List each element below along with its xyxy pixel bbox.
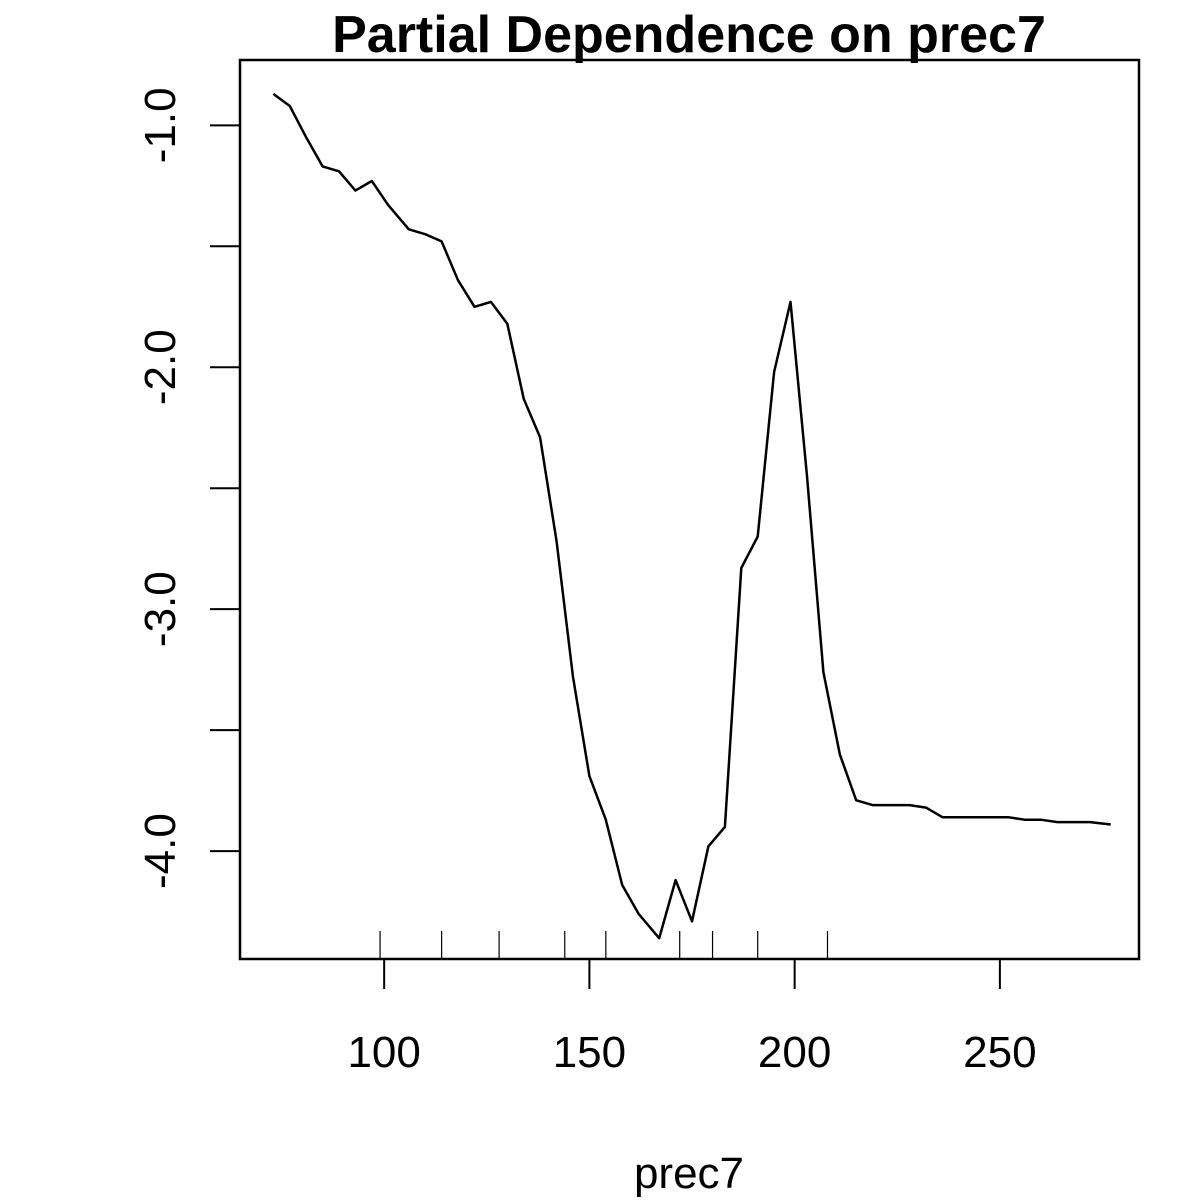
series-group: [272, 92, 1111, 940]
plot-frame: [238, 58, 1141, 961]
x-tick-label: 250: [963, 1028, 1036, 1077]
x-tick-label: 100: [347, 1028, 420, 1077]
y-tick-label: -2.0: [136, 329, 185, 405]
x-axis: 100 150 200 250: [347, 958, 1037, 1077]
x-axis-label: prec7: [634, 1149, 744, 1198]
chart-title: Partial Dependence on prec7: [332, 6, 1046, 64]
y-axis: -1.0 -2.0 -3.0 -4.0: [136, 87, 241, 889]
x-tick-label: 200: [758, 1028, 831, 1077]
rug-ticks: [379, 931, 829, 959]
x-tick-label: 150: [553, 1028, 626, 1077]
series-line: [272, 92, 1111, 940]
y-tick-label: -4.0: [136, 813, 185, 889]
y-tick-label: -3.0: [136, 571, 185, 647]
y-tick-label: -1.0: [136, 87, 185, 163]
